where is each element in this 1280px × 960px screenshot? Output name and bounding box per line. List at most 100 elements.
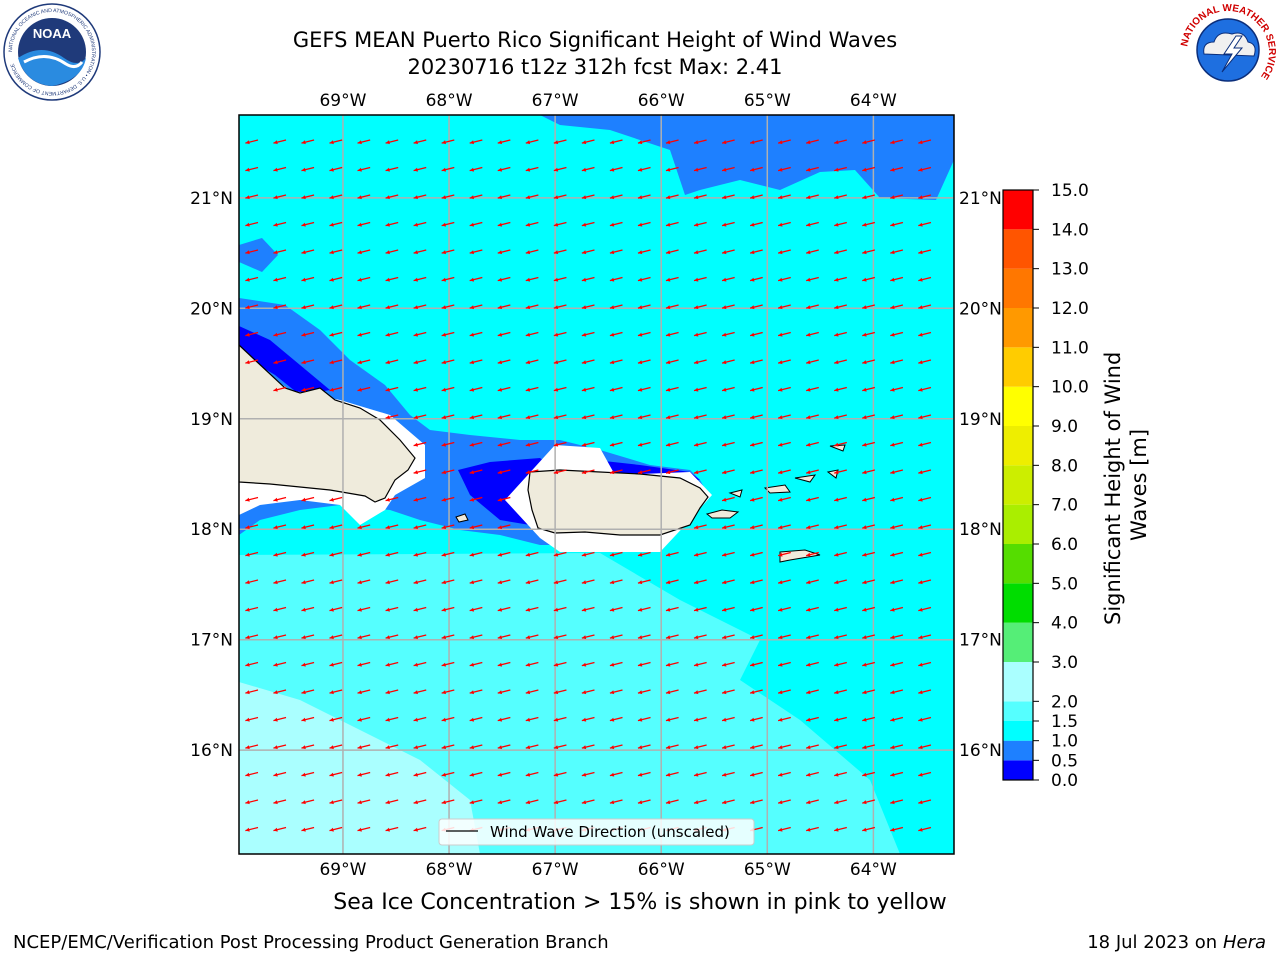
wave-direction-arrow xyxy=(665,166,679,172)
wave-direction-arrow xyxy=(777,386,791,392)
wave-direction-arrow xyxy=(749,194,763,200)
wave-direction-arrow xyxy=(581,304,595,310)
wave-direction-arrow xyxy=(441,304,455,310)
wave-direction-arrow xyxy=(525,606,539,612)
wave-direction-arrow xyxy=(637,166,651,172)
colorbar-tick-label: 9.0 xyxy=(1051,417,1078,437)
wave-direction-arrow xyxy=(749,661,763,667)
wave-direction-arrow xyxy=(357,606,371,612)
wave-direction-arrow xyxy=(777,276,791,282)
wave-direction-arrow xyxy=(862,826,876,832)
wave-direction-arrow xyxy=(553,744,567,750)
wave-direction-arrow xyxy=(609,304,623,310)
wave-direction-arrow xyxy=(581,249,595,255)
wave-direction-arrow xyxy=(357,524,371,530)
wave-direction-arrow xyxy=(385,276,399,282)
wave-direction-arrow xyxy=(834,744,847,750)
wave-direction-arrow xyxy=(413,441,427,447)
wave-direction-arrow xyxy=(806,716,819,722)
wave-direction-arrow xyxy=(413,496,427,502)
wave-direction-arrow xyxy=(749,166,763,172)
wave-direction-arrow xyxy=(890,771,904,777)
wave-direction-arrow xyxy=(918,744,932,750)
wave-direction-arrow xyxy=(918,139,932,145)
wave-direction-arrow xyxy=(245,276,259,282)
lat-label-left: 20°N xyxy=(190,299,233,319)
wave-direction-arrow xyxy=(525,359,539,365)
wave-direction-arrow xyxy=(693,166,707,172)
wave-direction-arrow xyxy=(553,414,567,420)
wave-direction-arrow xyxy=(665,579,679,585)
land-tortola xyxy=(794,474,817,483)
wave-direction-arrow xyxy=(385,249,399,255)
wave-direction-arrow xyxy=(806,139,819,145)
wave-direction-arrow xyxy=(862,579,876,585)
wave-direction-arrow xyxy=(385,386,399,392)
wave-direction-arrow xyxy=(385,166,399,172)
wave-direction-arrow xyxy=(273,139,287,145)
wave-direction-arrow xyxy=(665,634,679,640)
wave-direction-arrow xyxy=(637,771,651,777)
wave-direction-arrow xyxy=(357,166,371,172)
wave-direction-arrow xyxy=(441,331,455,337)
wave-direction-arrow xyxy=(357,304,371,310)
wave-direction-arrow xyxy=(721,744,735,750)
wave-direction-arrow xyxy=(834,249,847,255)
wave-direction-arrow xyxy=(469,689,483,695)
wave-direction-arrow xyxy=(890,139,904,145)
wave-direction-arrow xyxy=(469,414,483,420)
wave-direction-arrow xyxy=(890,414,904,420)
colorbar-segment xyxy=(1003,760,1033,780)
wave-direction-arrow xyxy=(918,386,932,392)
wave-direction-arrow xyxy=(497,139,511,145)
wave-direction-arrow xyxy=(553,606,567,612)
wave-direction-arrow xyxy=(497,331,511,337)
wave-direction-arrow xyxy=(918,606,932,612)
wave-direction-arrow xyxy=(806,771,819,777)
wave-direction-arrow xyxy=(357,276,371,282)
wave-direction-arrow xyxy=(301,524,315,530)
wave-direction-arrow xyxy=(497,249,511,255)
wave-direction-arrow xyxy=(273,689,287,695)
wave-direction-arrow xyxy=(890,304,904,310)
wave-direction-arrow xyxy=(777,414,791,420)
wave-direction-arrow xyxy=(721,606,735,612)
wave-direction-arrow xyxy=(918,771,932,777)
wave-direction-arrow xyxy=(441,469,455,475)
wave-direction-arrow xyxy=(413,139,427,145)
wave-direction-arrow xyxy=(301,496,315,502)
wave-direction-arrow xyxy=(273,194,287,200)
wave-direction-arrow xyxy=(273,496,287,502)
wave-direction-arrow xyxy=(273,606,287,612)
wave-direction-arrow xyxy=(301,716,315,722)
colorbar-tick-label: 4.0 xyxy=(1051,614,1078,634)
wave-direction-arrow xyxy=(469,551,483,557)
wave-direction-arrow xyxy=(413,799,427,805)
wave-direction-arrow xyxy=(890,826,904,832)
wave-direction-arrow xyxy=(441,744,455,750)
wave-direction-arrow xyxy=(413,744,427,750)
wave-direction-arrow xyxy=(665,689,679,695)
wave-direction-arrow xyxy=(329,221,343,227)
wave-direction-arrow xyxy=(525,331,539,337)
lat-label-right: 21°N xyxy=(959,189,1002,209)
wave-direction-arrow xyxy=(469,386,483,392)
wave-direction-arrow xyxy=(693,771,707,777)
wave-direction-arrow xyxy=(890,496,904,502)
wave-direction-arrow xyxy=(469,634,483,640)
wave-direction-arrow xyxy=(721,496,735,502)
wave-direction-arrow xyxy=(777,826,791,832)
wave-direction-arrow xyxy=(581,716,595,722)
wave-direction-arrow xyxy=(301,826,315,832)
wave-direction-arrow xyxy=(721,551,735,557)
wave-direction-arrow xyxy=(721,139,735,145)
wave-direction-arrow xyxy=(749,579,763,585)
wave-direction-arrow xyxy=(525,386,539,392)
wave-direction-arrow xyxy=(918,276,932,282)
wave-direction-arrow xyxy=(385,304,399,310)
wave-direction-arrow xyxy=(721,276,735,282)
wave-direction-arrow xyxy=(357,771,371,777)
wave-direction-arrow xyxy=(469,331,483,337)
colorbar-segment xyxy=(1003,386,1033,426)
wave-direction-arrow xyxy=(749,799,763,805)
